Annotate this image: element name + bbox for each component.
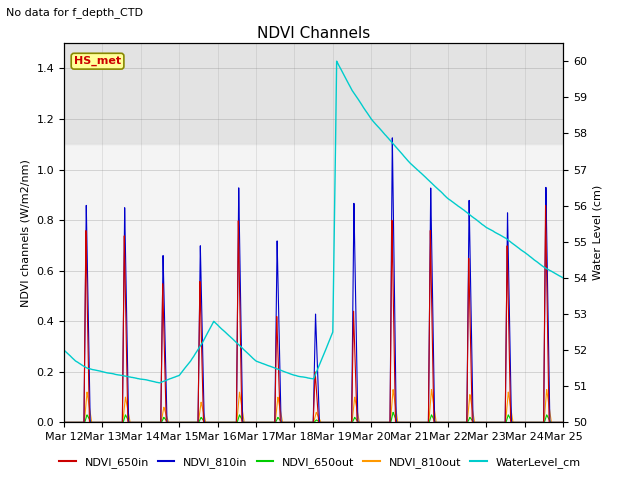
Text: No data for f_depth_CTD: No data for f_depth_CTD [6, 7, 143, 18]
Y-axis label: NDVI channels (W/m2/nm): NDVI channels (W/m2/nm) [21, 159, 31, 307]
Y-axis label: Water Level (cm): Water Level (cm) [593, 185, 603, 280]
Bar [64, 43, 563, 144]
Title: NDVI Channels: NDVI Channels [257, 25, 370, 41]
Bar [64, 144, 563, 422]
Legend: NDVI_650in, NDVI_810in, NDVI_650out, NDVI_810out, WaterLevel_cm: NDVI_650in, NDVI_810in, NDVI_650out, NDV… [54, 452, 586, 472]
Text: HS_met: HS_met [74, 56, 121, 66]
